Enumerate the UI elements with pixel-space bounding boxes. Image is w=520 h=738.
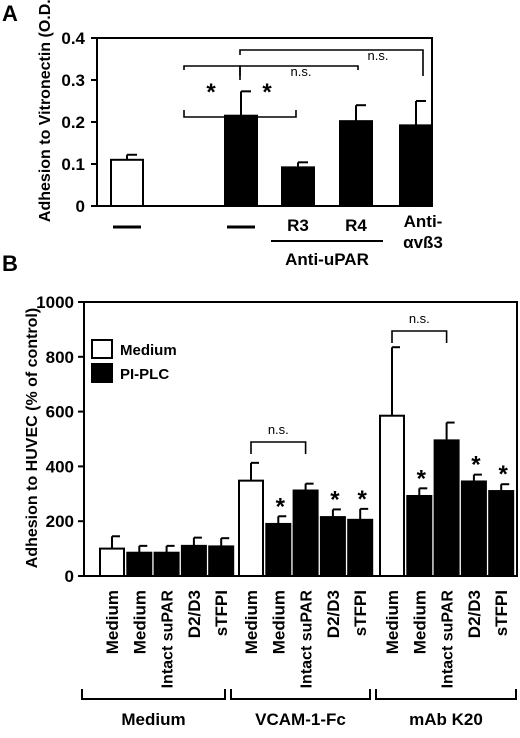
panel-a-ns-label: n.s. [368,48,389,63]
panel-b-y-tick-label: 1000 [36,293,74,312]
panel-b-y-tick-label: 0 [65,567,74,586]
panel-a-bar [339,120,373,207]
panel-b-cat-label: sTFPI [492,590,511,636]
panel-b-cat-label: Intact suPAR [299,590,316,689]
panel-a-y-tick-label: 0.1 [61,155,85,174]
panel-b-star: * [417,465,427,492]
panel-b-star: * [330,486,340,513]
panel-a-bar [110,158,144,208]
panel-a-y-axis-label: Adhesion to Vitronectin (O.D.) [37,0,54,222]
panel-b-ns-label: n.s. [409,311,430,326]
panel-b-ns-label: n.s. [268,422,289,437]
panel-b-y-tick-label: 400 [46,457,74,476]
panel-b-bar [406,494,433,578]
panel-a-cat-label: R3 [287,216,309,235]
panel-b-cat-label: D2/D3 [185,590,204,638]
panel-a-chart: 0 0.1 0.2 0.3 0.4 R3 R4 Anti-αvß3 Anti-uPAR * * n.s… [61,29,443,269]
panel-a-bracket [183,65,241,76]
panel-b-y-tick-label: 600 [46,403,74,422]
panel-b-cat-label: Medium [130,590,149,654]
panel-b-bar [460,480,487,577]
panel-b-bar [347,518,374,578]
panel-b-cat-label: Medium [103,590,122,654]
panel-b-cat-label: D2/D3 [324,590,343,638]
panel-b-bar [379,414,405,577]
panel-b-group-bracket [375,689,517,700]
panel-b-bar [265,522,292,578]
panel-b-bar [238,479,264,578]
legend-label-medium: Medium [120,342,177,359]
panel-b-ns-bracket [391,330,448,343]
panel-b-cat-label: Intact suPAR [160,590,177,689]
panel-a-label: A [2,1,18,26]
panel-b-group-label: mAb K20 [409,710,483,729]
panel-b-y-tick-label: 800 [46,348,74,367]
panel-a-y-tick-label: 0.4 [61,29,85,48]
panel-b-bar [99,547,125,577]
panel-b-bar [433,439,460,577]
panel-b-cat-label: sTFPI [351,590,370,636]
panel-b-cat-label: D2/D3 [465,590,484,638]
panel-b-y-tick-label: 200 [46,512,74,531]
panel-b-cat-label: Medium [242,590,261,654]
panel-b-cat-label: Medium [410,590,429,654]
panel-b-group-label: VCAM-1-Fc [255,710,346,729]
panel-b-label: B [2,251,18,276]
panel-a-y-tick-label: 0.3 [61,71,85,90]
panel-a-plot-frame [96,37,433,207]
legend-label-pi-plc: PI-PLC [120,366,169,383]
panel-b-star: * [276,493,286,520]
legend-swatch-medium [91,339,113,359]
panel-a-cat-label: R4 [345,216,367,235]
panel-b-cat-label: Intact suPAR [440,590,457,689]
panel-a-cat-label: αvß3 [403,233,443,252]
panel-a-bar [399,124,433,207]
panel-b-bar [153,551,180,578]
panel-b-bar [208,545,235,578]
panel-b-bar [180,544,207,577]
panel-b-ns-bracket [250,441,307,454]
panel-b-y-axis-label: Adhesion to HUVEC (% of control) [24,308,41,568]
panel-b-bar [488,490,515,577]
panel-a-bracket [183,110,297,118]
panel-b-star: * [358,486,368,513]
panel-b-cat-label: sTFPI [212,590,231,636]
panel-a-y-tick-label: 0 [76,197,85,216]
panel-a-star: * [262,79,272,106]
panel-b-cat-label: Medium [269,590,288,654]
panel-a-y-tick-label: 0.2 [61,113,85,132]
panel-b-star: * [471,452,481,479]
panel-b-chart: 0 200 400 600 800 1000 Medium PI-PLC Medium Mediu… [36,293,518,729]
panel-a-bracket [239,65,359,80]
panel-b-star: * [499,461,509,488]
panel-b-bar [292,489,319,577]
panel-a-star: * [206,79,216,106]
panel-a-bar [224,114,258,207]
legend-swatch-pi-plc [91,363,113,383]
panel-a-cat-label: Anti- [404,212,443,231]
panel-b-group-bracket [230,689,371,700]
panel-b-cat-label: Medium [383,590,402,654]
panel-b-group-label: Medium [121,710,185,729]
panel-a-group-label: Anti-uPAR [285,250,369,269]
panel-a-ns-label: n.s. [291,64,312,79]
panel-a-bar [281,166,315,207]
panel-b-bar [126,551,153,578]
panel-b-group-bracket [81,689,226,700]
panel-a-bracket [239,49,424,76]
panel-b-bar [319,516,346,578]
